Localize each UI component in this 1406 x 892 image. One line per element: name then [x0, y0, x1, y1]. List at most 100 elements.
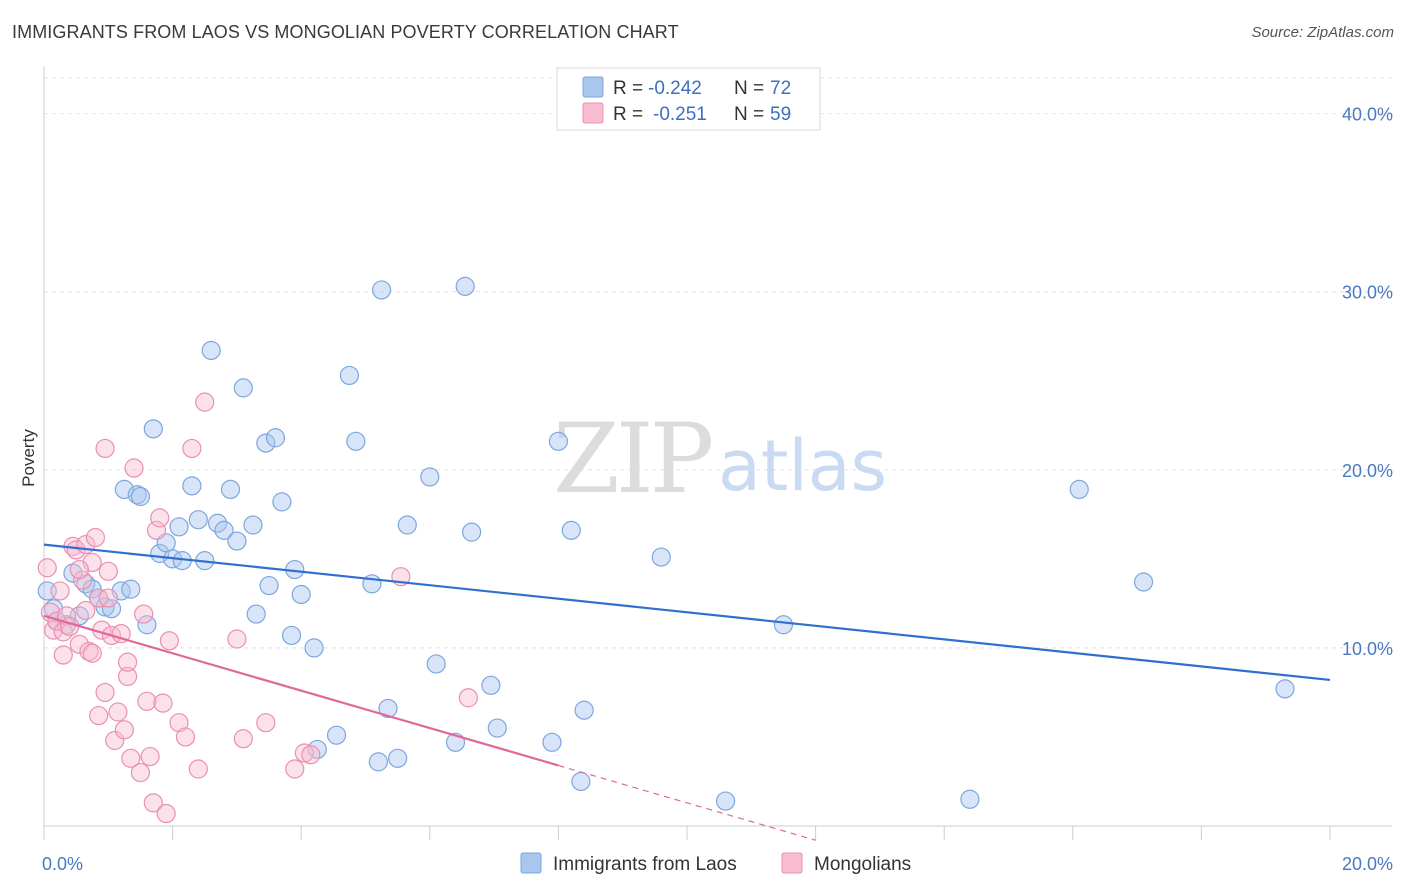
legend-swatch-mongolians: [582, 102, 604, 124]
point-mongolians: [114, 720, 134, 740]
point-laos: [420, 467, 440, 487]
point-laos: [101, 599, 122, 619]
point-mongolians: [60, 616, 80, 637]
gridlines: [44, 77, 1392, 649]
point-laos: [371, 280, 392, 300]
point-mongolians: [227, 629, 247, 649]
point-mongolians: [458, 688, 478, 708]
point-mongolians: [175, 727, 196, 747]
point-mongolians: [117, 666, 138, 687]
point-mongolians: [188, 759, 208, 779]
trend-line-laos: [43, 543, 1331, 682]
legend-n-label-laos: N =: [734, 78, 764, 99]
point-mongolians: [82, 643, 102, 663]
point-laos: [571, 771, 591, 792]
bottom-legend-mongolians: Mongolians: [814, 854, 911, 875]
point-mongolians: [50, 581, 70, 601]
point-laos: [461, 522, 482, 542]
point-mongolians: [150, 508, 170, 528]
point-laos: [114, 479, 134, 499]
point-mongolians: [301, 745, 321, 765]
point-laos: [481, 675, 501, 695]
x-tick-labels: 0.0% 20.0%: [42, 854, 1393, 874]
bottom-legend-laos: Immigrants from Laos: [553, 854, 737, 875]
point-mongolians: [76, 600, 96, 621]
point-laos: [201, 340, 221, 361]
chart-source: Source: ZipAtlas.com: [1251, 24, 1394, 41]
point-mongolians: [37, 558, 57, 578]
point-mongolians: [98, 588, 118, 608]
point-laos: [1069, 479, 1089, 499]
point-mongolians: [146, 520, 167, 540]
point-mongolians: [111, 624, 131, 644]
point-laos: [455, 276, 475, 296]
point-laos: [339, 365, 360, 386]
trend-line-mongolians-extension: [558, 764, 816, 841]
point-mongolians: [98, 561, 118, 581]
legend: R = -0.242 N = 72 R = -0.251 N = 59: [556, 67, 821, 131]
point-mongolians: [156, 803, 176, 824]
point-laos: [548, 431, 569, 451]
point-laos: [1275, 679, 1295, 699]
legend-r-value-mongolians: -0.251: [653, 104, 707, 125]
point-mongolians: [137, 691, 157, 711]
y-tick-label: 30.0%: [1342, 283, 1393, 303]
point-mongolians: [233, 729, 253, 749]
watermark-zip: ZIP: [553, 403, 712, 515]
point-laos: [1133, 572, 1154, 592]
legend-r-value-laos: -0.242: [648, 78, 702, 99]
point-mongolians: [89, 705, 109, 726]
point-mongolians: [53, 622, 73, 642]
point-laos: [259, 575, 279, 596]
point-mongolians: [72, 570, 93, 590]
point-laos: [182, 476, 202, 496]
legend-n-value-laos: 72: [770, 78, 791, 99]
point-mongolians: [108, 702, 128, 722]
point-mongolians: [95, 438, 115, 459]
point-mongolians: [153, 693, 173, 713]
y-tick-label: 10.0%: [1342, 639, 1393, 659]
legend-r-label-laos: R =: [613, 78, 643, 99]
bottom-legend: Immigrants from Laos Mongolians: [520, 852, 911, 875]
point-laos: [214, 520, 234, 540]
point-laos: [143, 419, 163, 439]
point-laos: [127, 485, 147, 505]
point-mongolians: [169, 713, 189, 733]
point-laos: [121, 579, 141, 599]
point-mongolians: [85, 527, 106, 548]
x-tick-label: 0.0%: [42, 854, 83, 874]
point-laos: [773, 615, 794, 635]
point-laos: [426, 654, 446, 674]
point-laos: [243, 515, 263, 535]
series-mongolians-points: [37, 392, 478, 824]
point-laos: [561, 520, 581, 540]
point-mongolians: [159, 631, 179, 651]
watermark-atlas: atlas: [718, 425, 887, 507]
point-mongolians: [195, 392, 215, 412]
point-mongolians: [134, 604, 154, 624]
trend-line-mongolians: [43, 614, 559, 767]
point-mongolians: [95, 682, 115, 703]
point-mongolians: [117, 652, 138, 672]
point-laos: [397, 515, 417, 535]
x-tick-label: 20.0%: [1342, 854, 1393, 874]
point-mongolians: [143, 793, 163, 813]
point-laos: [233, 378, 253, 398]
point-mongolians: [105, 730, 125, 751]
point-laos: [130, 486, 151, 507]
point-laos: [487, 718, 507, 738]
point-mongolians: [140, 746, 160, 767]
point-laos: [574, 700, 594, 720]
point-mongolians: [79, 641, 99, 662]
point-mongolians: [69, 559, 89, 580]
legend-n-value-mongolians: 59: [770, 104, 791, 125]
legend-n-label-mongolians: N =: [734, 104, 764, 125]
point-laos: [378, 698, 398, 719]
point-laos: [272, 492, 292, 512]
point-mongolians: [53, 645, 73, 665]
y-axis-label: Poverty: [19, 429, 38, 487]
point-mongolians: [182, 438, 202, 459]
watermark: ZIP atlas: [553, 403, 887, 515]
trend-lines: [43, 543, 1331, 841]
point-laos: [291, 584, 311, 605]
